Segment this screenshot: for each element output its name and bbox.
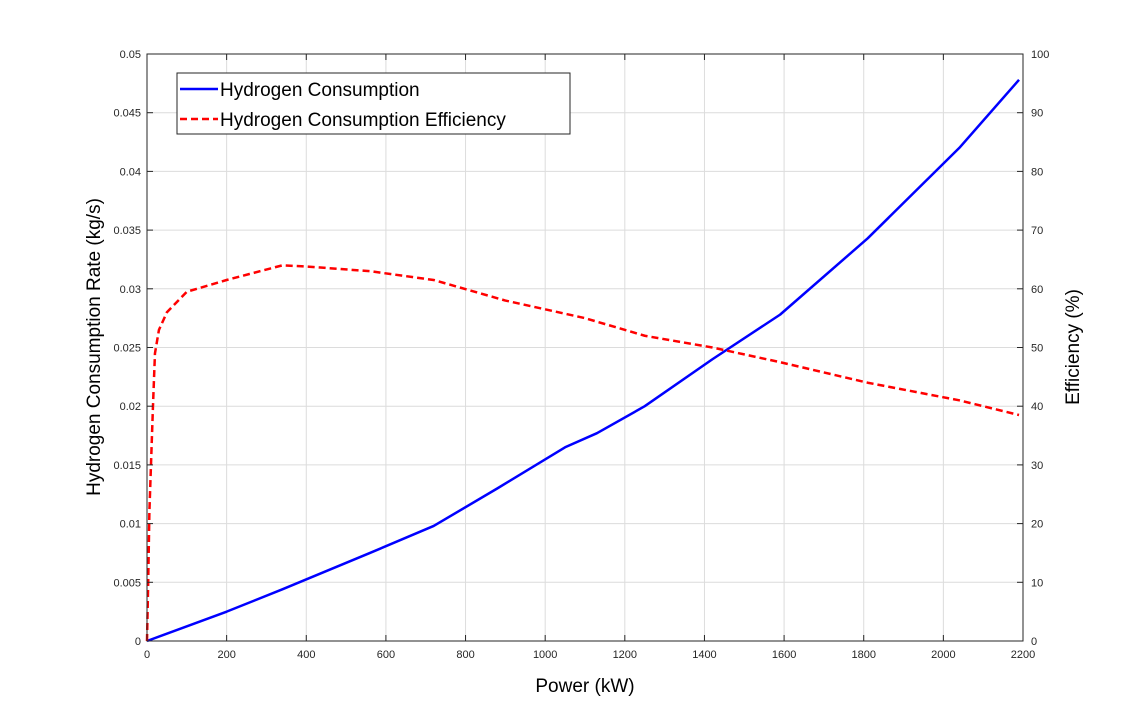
x-tick-label: 2000 (931, 649, 955, 661)
legend-label-hydrogen-consumption-efficiency: Hydrogen Consumption Efficiency (220, 110, 506, 131)
series-layer (145, 79, 1020, 643)
y2-tick-label: 40 (1031, 401, 1043, 413)
y-tick-label: 0.03 (120, 284, 141, 296)
y2-tick-label: 70 (1031, 225, 1043, 237)
tick-layer: 0 200 400 600 800 1000 1200 1400 1600 1800 2000 220… (113, 49, 1049, 661)
y-tick-label: 0 (135, 636, 141, 648)
grid-lines (147, 54, 1023, 641)
y-tick-label: 0.045 (113, 108, 141, 120)
x-tick-label: 1200 (613, 649, 637, 661)
y-tick-label: 0.02 (120, 401, 141, 413)
y2-tick-label: 20 (1031, 519, 1043, 531)
legend-box (176, 72, 571, 135)
y2-tick-label: 80 (1031, 166, 1043, 178)
x-tick-label: 400 (297, 649, 315, 661)
y-tick-label: 0.04 (120, 166, 141, 178)
series-line-hydrogen-consumption (146, 79, 1020, 643)
y-tick-label: 0.035 (113, 225, 141, 237)
y-tick-label: 0.005 (113, 577, 141, 589)
x-tick-label: 1600 (772, 649, 796, 661)
y2-tick-label: 100 (1031, 49, 1049, 61)
x-tick-label: 200 (217, 649, 235, 661)
x-tick-label: 2200 (1011, 649, 1035, 661)
x-tick-label: 1000 (533, 649, 557, 661)
y2-tick-label: 60 (1031, 284, 1043, 296)
x-axis-title: Power (kW) (535, 676, 634, 697)
y2-tick-label: 0 (1031, 636, 1037, 648)
y-axis-title: Hydrogen Consumption Rate (kg/s) (84, 198, 105, 496)
x-tick-label: 1800 (851, 649, 875, 661)
x-tick-label: 800 (456, 649, 474, 661)
y2-tick-label: 10 (1031, 577, 1043, 589)
x-tick-label: 1400 (692, 649, 716, 661)
y2-tick-label: 30 (1031, 460, 1043, 472)
legend-label-hydrogen-consumption: Hydrogen Consumption (220, 80, 420, 101)
x-tick-label: 600 (377, 649, 395, 661)
x-tick-label: 0 (144, 649, 150, 661)
legend: Hydrogen Consumption Hydrogen Consumptio… (176, 72, 571, 135)
y-tick-label: 0.01 (120, 519, 141, 531)
y-tick-label: 0.015 (113, 460, 141, 472)
y2-tick-label: 90 (1031, 108, 1043, 120)
y-tick-label: 0.025 (113, 343, 141, 355)
y2-tick-label: 50 (1031, 343, 1043, 355)
y-tick-label: 0.05 (120, 49, 141, 61)
y2-axis-title: Efficiency (%) (1063, 289, 1084, 405)
